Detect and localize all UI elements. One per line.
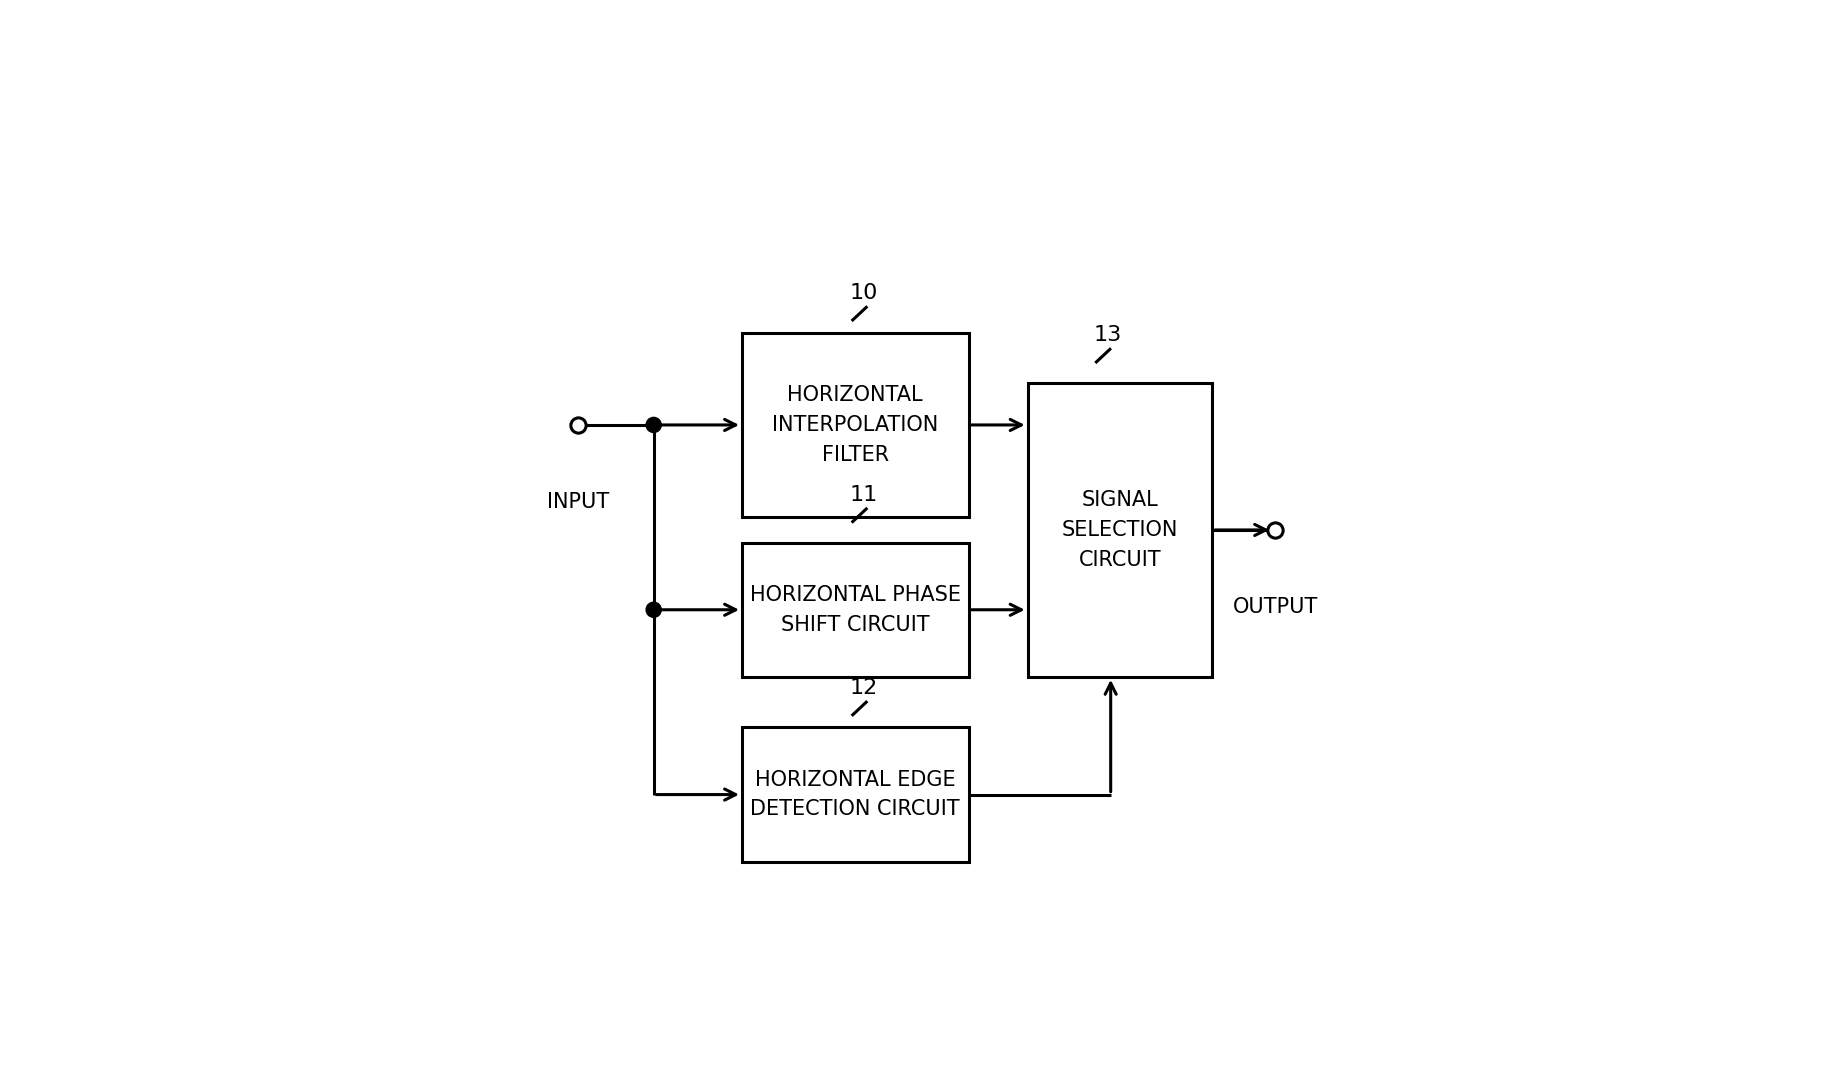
Text: HORIZONTAL PHASE
SHIFT CIRCUIT: HORIZONTAL PHASE SHIFT CIRCUIT (749, 585, 961, 635)
Text: 10: 10 (849, 284, 878, 303)
Bar (742, 333, 968, 517)
Text: 13: 13 (1094, 325, 1121, 345)
Bar (1027, 383, 1213, 676)
Text: OUTPUT: OUTPUT (1233, 597, 1318, 618)
Text: 11: 11 (849, 484, 878, 505)
Text: HORIZONTAL EDGE
DETECTION CIRCUIT: HORIZONTAL EDGE DETECTION CIRCUIT (751, 770, 961, 819)
Text: 12: 12 (849, 678, 878, 698)
Circle shape (646, 602, 661, 618)
Text: INPUT: INPUT (547, 492, 609, 512)
Bar (742, 542, 968, 676)
Circle shape (646, 418, 661, 432)
Text: SIGNAL
SELECTION
CIRCUIT: SIGNAL SELECTION CIRCUIT (1062, 490, 1178, 570)
Bar (742, 728, 968, 862)
Text: HORIZONTAL
INTERPOLATION
FILTER: HORIZONTAL INTERPOLATION FILTER (771, 385, 939, 465)
